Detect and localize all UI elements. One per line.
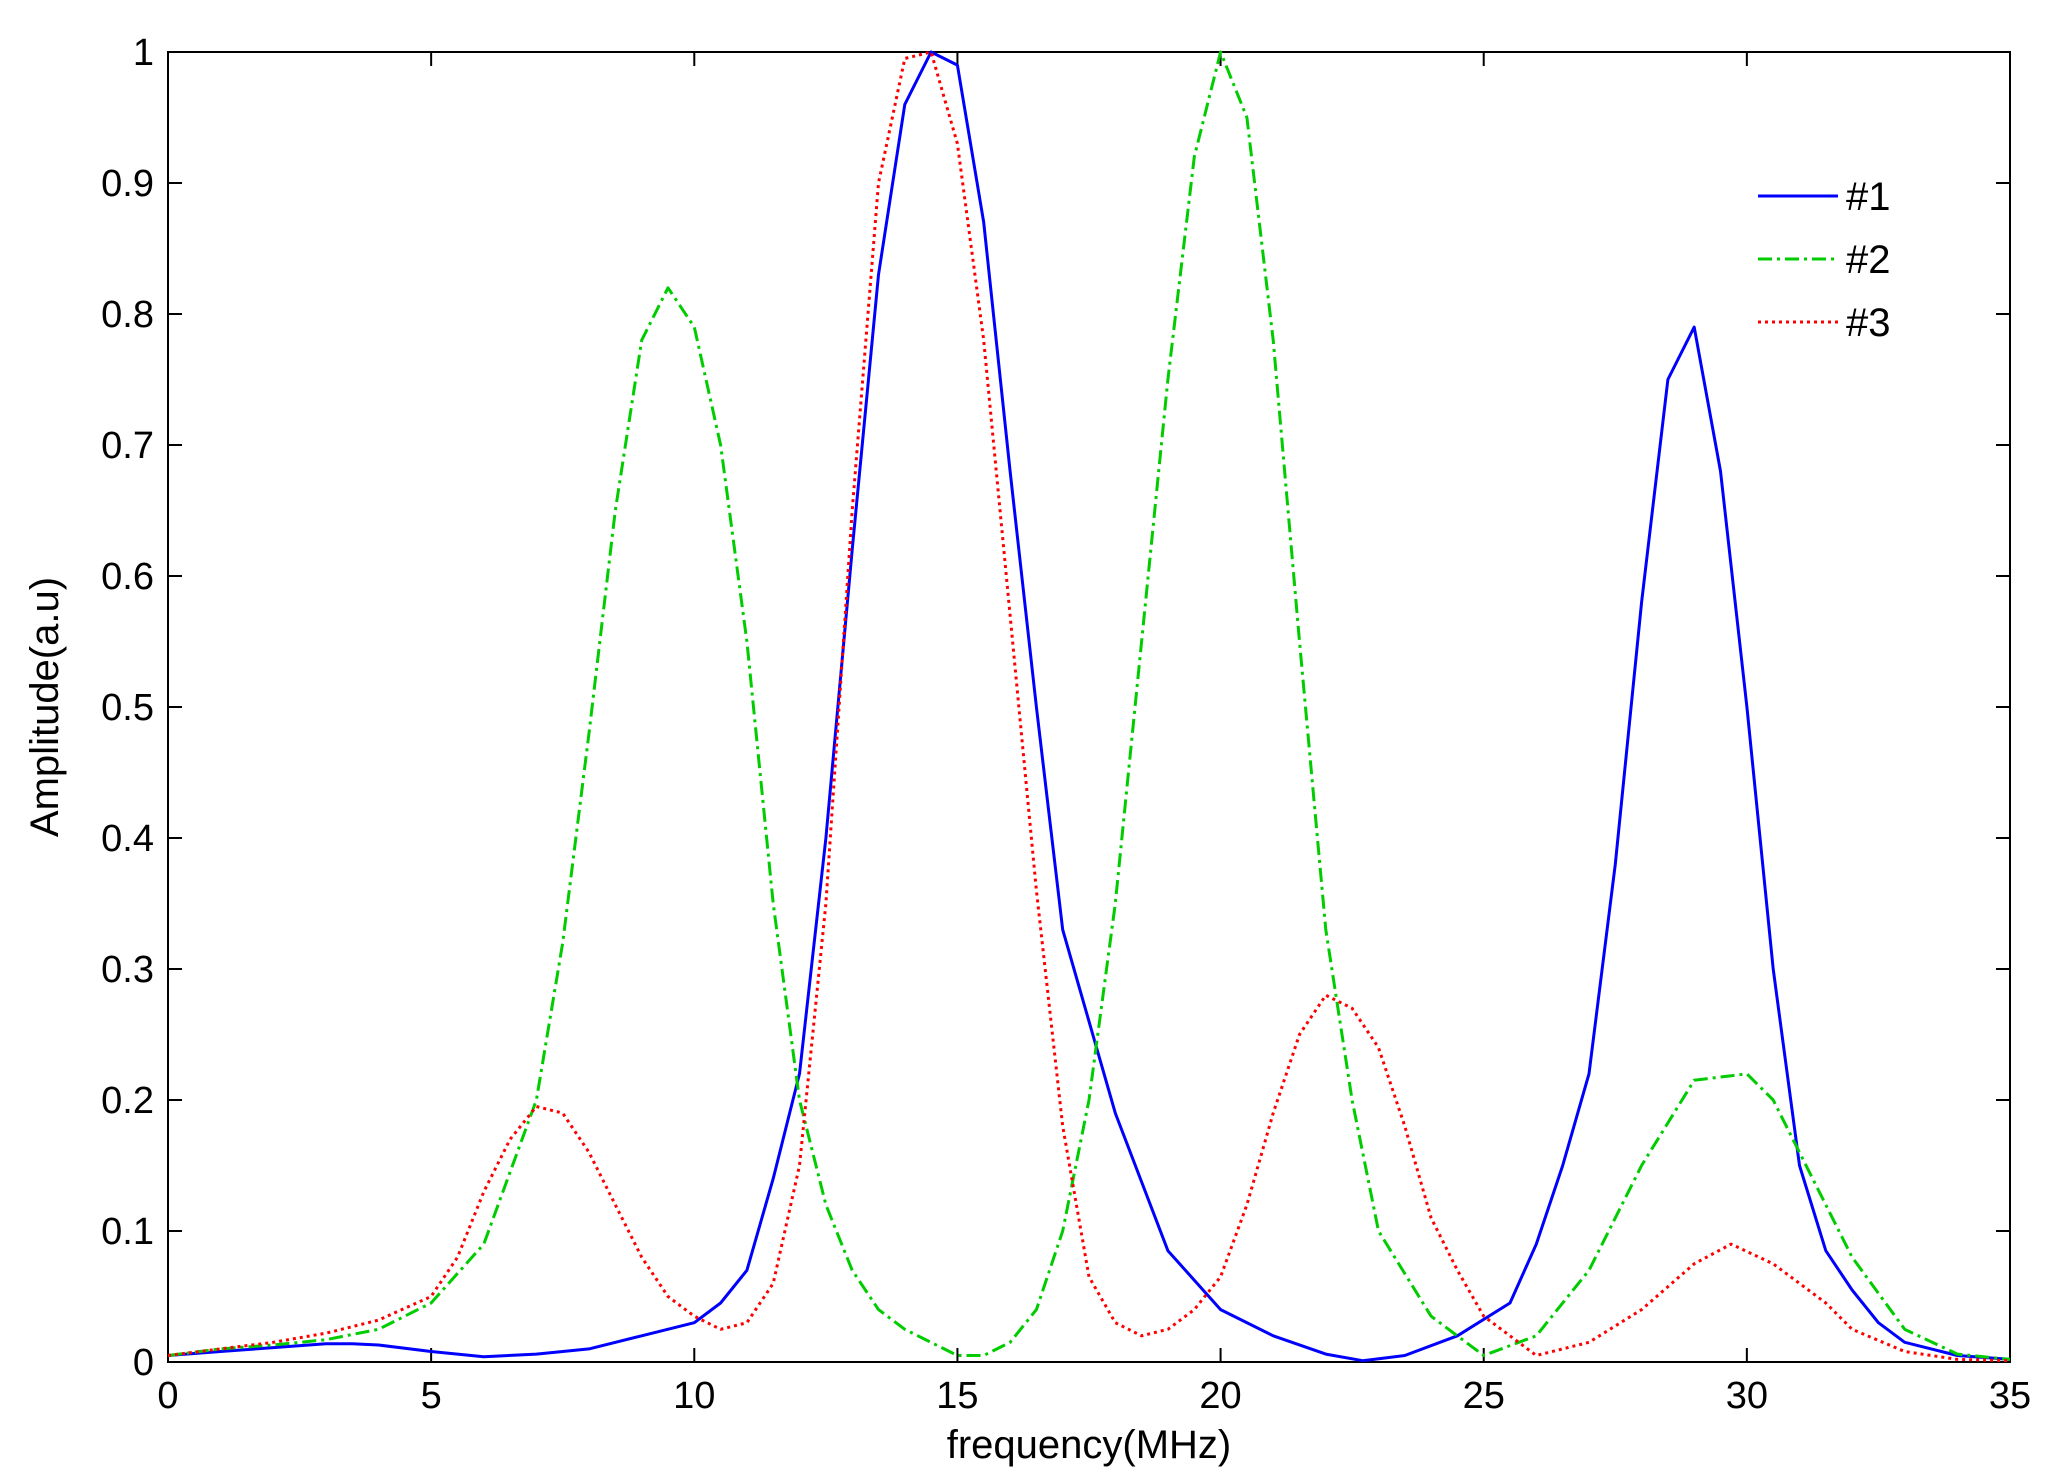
y-tick-label: 0.5 <box>101 687 154 729</box>
y-tick-label: 0.4 <box>101 818 154 860</box>
legend-label: #3 <box>1846 301 1891 345</box>
y-tick-label: 0 <box>133 1342 154 1384</box>
y-tick-label: 1 <box>133 32 154 74</box>
x-axis-title: frequency(MHz) <box>947 1423 1232 1467</box>
y-tick-label: 0.9 <box>101 163 154 205</box>
x-tick-label: 0 <box>157 1375 178 1417</box>
series-line-2 <box>167 50 2011 1361</box>
legend-label: #1 <box>1846 175 1891 219</box>
y-tick-label: 0.1 <box>101 1211 154 1253</box>
series-layer <box>167 50 2011 1363</box>
x-tick-label: 20 <box>1199 1375 1241 1417</box>
y-axis-title: Amplitude(a.u) <box>23 577 67 837</box>
y-tick-label: 0.2 <box>101 1080 154 1122</box>
x-tick-label: 15 <box>936 1375 978 1417</box>
x-tick-label: 5 <box>421 1375 442 1417</box>
plot-area <box>167 51 2011 1363</box>
x-tick-label: 10 <box>673 1375 715 1417</box>
x-tick-label: 35 <box>1989 1375 2031 1417</box>
axis-tick-labels: 0 5 10 15 20 25 30 35 0 0.1 0.2 0.3 0.4 0.5 0.6 0.7 0.8 0… <box>101 32 2031 1417</box>
legend-label: #2 <box>1846 238 1891 282</box>
series-line-1 <box>167 50 2011 1363</box>
y-tick-label: 0.6 <box>101 556 154 598</box>
y-tick-label: 0.7 <box>101 425 154 467</box>
y-tick-label: 0.8 <box>101 294 154 336</box>
y-tick-label: 0.3 <box>101 949 154 991</box>
x-tick-label: 25 <box>1463 1375 1505 1417</box>
legend: #1 #2 #3 <box>1758 175 1891 345</box>
x-tick-label: 30 <box>1726 1375 1768 1417</box>
